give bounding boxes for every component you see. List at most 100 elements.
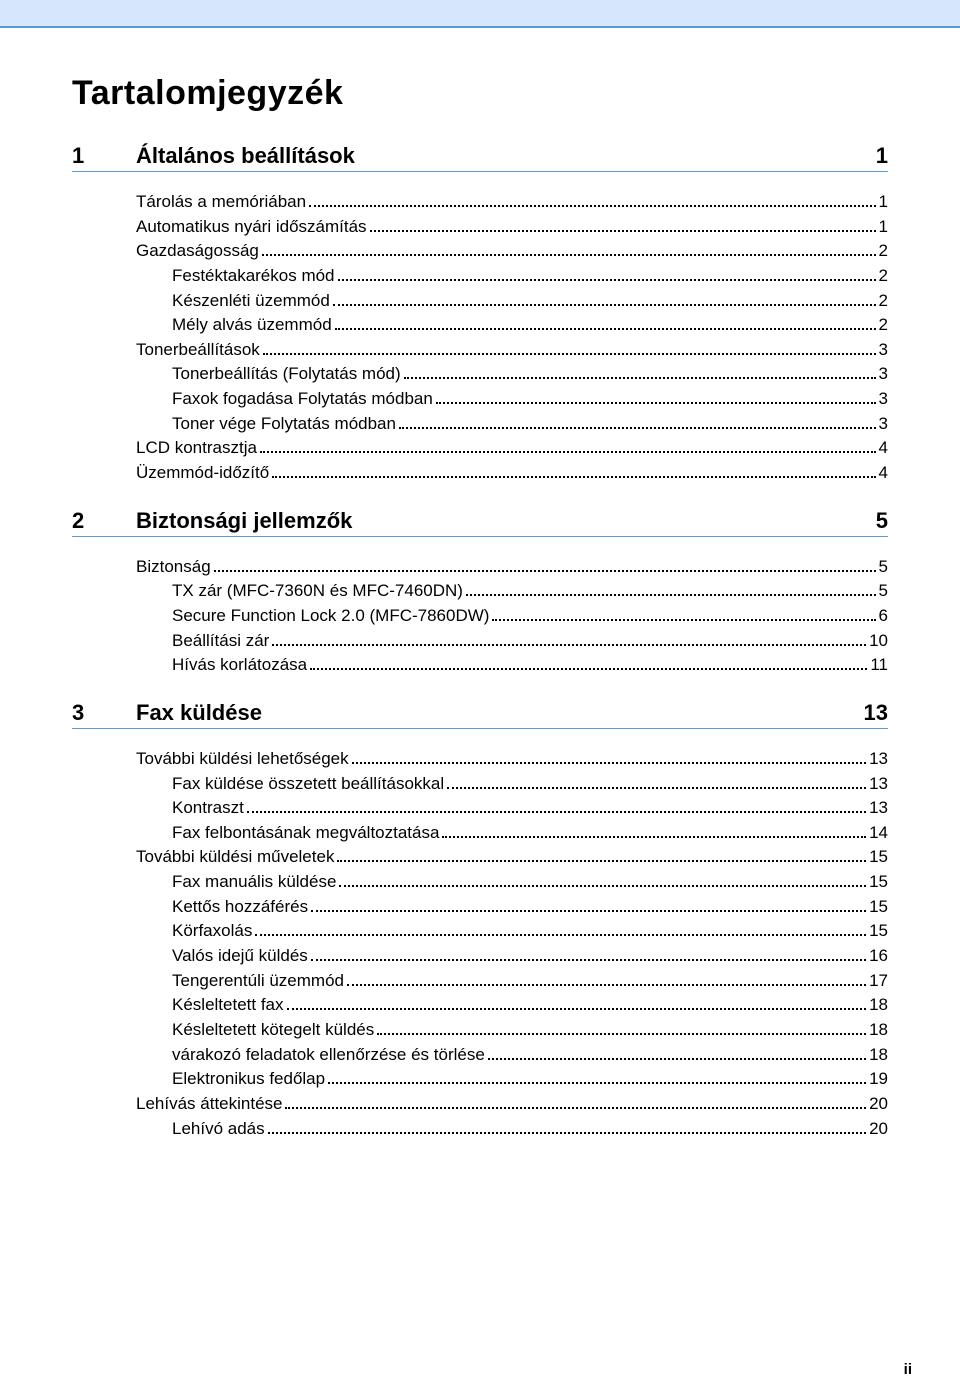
toc-entry-page: 11 — [870, 653, 888, 678]
toc-entry-page: 15 — [869, 895, 888, 920]
section-number: 2 — [72, 508, 136, 534]
toc-entry-label: LCD kontrasztja — [136, 436, 257, 461]
toc-leader — [399, 413, 876, 428]
toc-leader — [214, 556, 876, 571]
toc-leader — [309, 192, 875, 207]
toc-entry[interactable]: Secure Function Lock 2.0 (MFC-7860DW)6 — [136, 604, 888, 629]
toc-entry[interactable]: Automatikus nyári időszámítás1 — [136, 215, 888, 240]
toc-entry[interactable]: Gazdaságosság2 — [136, 239, 888, 264]
toc-entry-label: Késleltetett fax — [172, 993, 284, 1018]
toc-entry-label: Toner vége Folytatás módban — [172, 412, 396, 437]
section-page: 13 — [864, 700, 888, 726]
section-heading[interactable]: 1Általános beállítások1 — [72, 143, 888, 172]
toc-entry-page: 2 — [879, 313, 888, 338]
toc-leader — [263, 340, 876, 355]
toc-leader — [247, 798, 866, 813]
toc-entry[interactable]: Fax küldése összetett beállításokkal13 — [136, 772, 888, 797]
toc-entry-page: 10 — [869, 629, 888, 654]
toc-leader — [370, 216, 876, 231]
toc-entry[interactable]: Késleltetett fax18 — [136, 993, 888, 1018]
toc-leader — [285, 1094, 866, 1109]
toc-leader — [268, 1118, 866, 1133]
toc-entry-page: 3 — [879, 387, 888, 412]
toc-entry-label: Tonerbeállítás (Folytatás mód) — [172, 362, 401, 387]
toc-entry-label: Festéktakarékos mód — [172, 264, 335, 289]
toc-entry-page: 5 — [879, 579, 888, 604]
toc-entry[interactable]: Körfaxolás15 — [136, 919, 888, 944]
toc-entry[interactable]: Mély alvás üzemmód 2 — [136, 313, 888, 338]
toc-entry-label: Fax felbontásának megváltoztatása — [172, 821, 439, 846]
section-page: 1 — [876, 143, 888, 169]
toc-entry-page: 16 — [869, 944, 888, 969]
toc-leader — [272, 463, 875, 478]
toc-entry-label: Körfaxolás — [172, 919, 252, 944]
toc-entry[interactable]: Festéktakarékos mód2 — [136, 264, 888, 289]
toc-entry[interactable]: Faxok fogadása Folytatás módban3 — [136, 387, 888, 412]
toc-entry[interactable]: Tengerentúli üzemmód17 — [136, 969, 888, 994]
toc-entry[interactable]: Késleltetett kötegelt küldés18 — [136, 1018, 888, 1043]
toc-entry-page: 3 — [879, 362, 888, 387]
section-entries: Biztonság 5TX zár (MFC-7360N és MFC-7460D… — [72, 549, 888, 678]
toc-entry-page: 3 — [879, 338, 888, 363]
toc-entry-label: Mély alvás üzemmód — [172, 313, 332, 338]
toc-entry-page: 17 — [869, 969, 888, 994]
toc-entry[interactable]: Valós idejű küldés16 — [136, 944, 888, 969]
toc-entry[interactable]: LCD kontrasztja 4 — [136, 436, 888, 461]
toc-entry-page: 13 — [869, 796, 888, 821]
toc-entry-page: 4 — [879, 436, 888, 461]
toc-entry[interactable]: Toner vége Folytatás módban3 — [136, 412, 888, 437]
toc-entry[interactable]: Elektronikus fedőlap19 — [136, 1067, 888, 1092]
toc-entry[interactable]: Kettős hozzáférés15 — [136, 895, 888, 920]
toc-leader — [328, 1069, 866, 1084]
toc-entry-page: 13 — [869, 747, 888, 772]
toc-entry[interactable]: Biztonság 5 — [136, 555, 888, 580]
toc-entry-page: 13 — [869, 772, 888, 797]
toc-entry[interactable]: Beállítási zár10 — [136, 629, 888, 654]
toc-leader — [492, 606, 875, 621]
toc-leader — [311, 896, 866, 911]
toc-leader — [337, 847, 866, 862]
section-title: Fax küldése — [136, 700, 864, 726]
toc-entry-page: 20 — [869, 1092, 888, 1117]
toc-entry[interactable]: Fax manuális küldése15 — [136, 870, 888, 895]
toc-leader — [335, 315, 876, 330]
toc-leader — [255, 921, 866, 936]
toc-entry-label: Elektronikus fedőlap — [172, 1067, 325, 1092]
toc-entry[interactable]: Tárolás a memóriában1 — [136, 190, 888, 215]
section-heading[interactable]: 2Biztonsági jellemzők5 — [72, 508, 888, 537]
section-title: Általános beállítások — [136, 143, 876, 169]
toc-entry[interactable]: Lehívás áttekintése 20 — [136, 1092, 888, 1117]
toc-entry-label: Tonerbeállítások — [136, 338, 260, 363]
toc-entry-label: Készenléti üzemmód — [172, 289, 330, 314]
toc-entry-page: 18 — [869, 1018, 888, 1043]
section-number: 3 — [72, 700, 136, 726]
toc-entry[interactable]: Fax felbontásának megváltoztatása14 — [136, 821, 888, 846]
toc-entry-label: Secure Function Lock 2.0 (MFC-7860DW) — [172, 604, 489, 629]
toc-entry-label: Hívás korlátozása — [172, 653, 307, 678]
toc-entry-page: 18 — [869, 1043, 888, 1068]
toc-entry-page: 1 — [879, 215, 888, 240]
section-heading[interactable]: 3Fax küldése13 — [72, 700, 888, 729]
toc-entry-page: 5 — [879, 555, 888, 580]
table-of-contents: 1Általános beállítások1Tárolás a memóriá… — [72, 143, 888, 1141]
toc-entry[interactable]: TX zár (MFC-7360N és MFC-7460DN)5 — [136, 579, 888, 604]
toc-entry-label: Biztonság — [136, 555, 211, 580]
toc-entry[interactable]: Tonerbeállítások 3 — [136, 338, 888, 363]
toc-entry-label: Fax manuális küldése — [172, 870, 336, 895]
toc-entry-label: Tárolás a memóriában — [136, 190, 306, 215]
toc-entry[interactable]: Üzemmód-időzítő4 — [136, 461, 888, 486]
toc-entry[interactable]: Tonerbeállítás (Folytatás mód) 3 — [136, 362, 888, 387]
toc-entry[interactable]: várakozó feladatok ellenőrzése és törlés… — [136, 1043, 888, 1068]
toc-entry[interactable]: Kontraszt13 — [136, 796, 888, 821]
toc-entry[interactable]: Lehívó adás20 — [136, 1117, 888, 1142]
toc-entry[interactable]: Készenléti üzemmód2 — [136, 289, 888, 314]
toc-entry[interactable]: További küldési lehetőségek13 — [136, 747, 888, 772]
toc-entry[interactable]: Hívás korlátozása 11 — [136, 653, 888, 678]
toc-entry[interactable]: További küldési műveletek15 — [136, 845, 888, 870]
toc-entry-label: várakozó feladatok ellenőrzése és törlés… — [172, 1043, 485, 1068]
section-title: Biztonsági jellemzők — [136, 508, 876, 534]
toc-entry-label: Lehívó adás — [172, 1117, 265, 1142]
page-number: ii — [0, 1361, 960, 1378]
toc-entry-label: Lehívás áttekintése — [136, 1092, 282, 1117]
section-entries: További küldési lehetőségek13Fax küldése… — [72, 741, 888, 1141]
